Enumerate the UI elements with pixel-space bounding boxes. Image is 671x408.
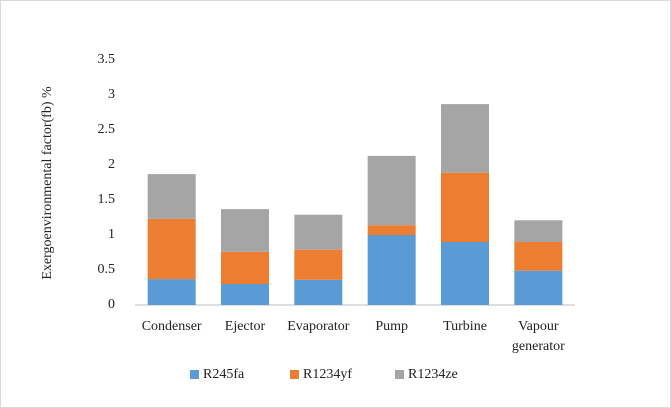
- bar-segment: [514, 220, 563, 242]
- x-tick-label: Turbine: [443, 319, 487, 334]
- bar-segment: [514, 270, 563, 305]
- y-tick-label: 3: [108, 87, 115, 102]
- y-tick-label: 2: [108, 157, 115, 172]
- bar-segment: [221, 209, 269, 252]
- bar-segment: [294, 279, 343, 305]
- bar-segment: [294, 214, 343, 250]
- y-tick-label: 2.5: [98, 122, 116, 137]
- x-tick-label: Vapour generator: [512, 319, 565, 354]
- legend-swatch: [290, 370, 299, 379]
- bar-segment: [147, 174, 196, 219]
- x-tick-label: Ejector: [225, 319, 266, 334]
- bar-segment: [147, 218, 196, 280]
- bar-segment: [367, 235, 416, 305]
- bar-segment: [367, 155, 416, 226]
- y-tick-label: 1: [108, 227, 115, 242]
- legend-label: R245fa: [203, 367, 245, 382]
- x-tick-label: Evaporator: [287, 319, 350, 334]
- legend-swatch: [395, 370, 404, 379]
- bar-segment: [441, 104, 489, 173]
- bar-segment: [441, 172, 489, 242]
- bar-segment: [367, 225, 416, 235]
- y-axis-label: Exergoenvironmental factor(fb) %: [40, 86, 55, 280]
- legend-label: R1234yf: [303, 367, 352, 382]
- y-tick-label: 0: [108, 297, 115, 312]
- y-tick-label: 3.5: [98, 52, 116, 67]
- legend-label: R1234ze: [408, 367, 458, 382]
- bar-segment: [294, 249, 343, 280]
- y-tick-label: 1.5: [98, 192, 116, 207]
- x-tick-label: Condenser: [142, 319, 202, 334]
- x-tick-label: Pump: [375, 319, 408, 334]
- bar-segment: [147, 279, 196, 305]
- bar-segment: [221, 284, 269, 305]
- bar-segment: [221, 251, 269, 284]
- bar-segment: [441, 242, 489, 305]
- bar-segment: [514, 242, 563, 271]
- legend-swatch: [190, 370, 199, 379]
- y-tick-label: 0.5: [98, 262, 116, 277]
